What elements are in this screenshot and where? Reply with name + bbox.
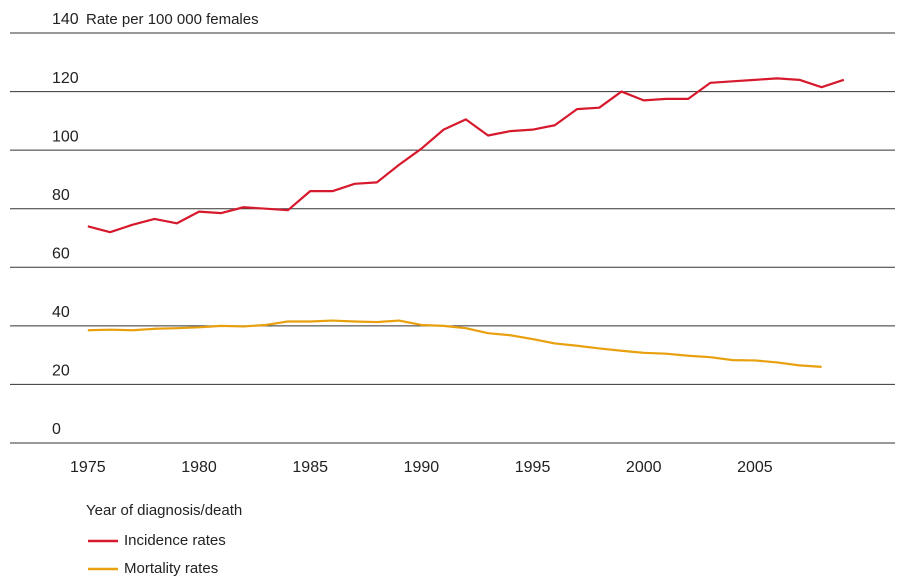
x-tick-label: 1990 [404,459,440,476]
legend-label: Incidence rates [124,532,226,549]
series-line [87,77,845,234]
x-tick-label: 1980 [181,459,217,476]
x-tick-label: 2005 [737,459,773,476]
x-tick-label: 1995 [515,459,551,476]
y-tick-label: 60 [52,246,70,263]
y-tick-label: 40 [52,304,70,321]
y-tick-label: 140 [52,11,79,28]
x-tick-label: 1975 [70,459,106,476]
x-tick-label: 2000 [626,459,662,476]
series-line [87,319,822,368]
y-tick-label: 20 [52,363,70,380]
y-axis-label: Rate per 100 000 females [86,11,259,28]
y-tick-label: 100 [52,128,79,145]
x-tick-label: 1985 [292,459,328,476]
y-tick-label: 120 [52,70,79,87]
x-axis-label: Year of diagnosis/death [86,502,242,519]
y-tick-label: 80 [52,187,70,204]
legend-label: Mortality rates [124,560,218,577]
y-tick-label: 0 [52,421,61,438]
